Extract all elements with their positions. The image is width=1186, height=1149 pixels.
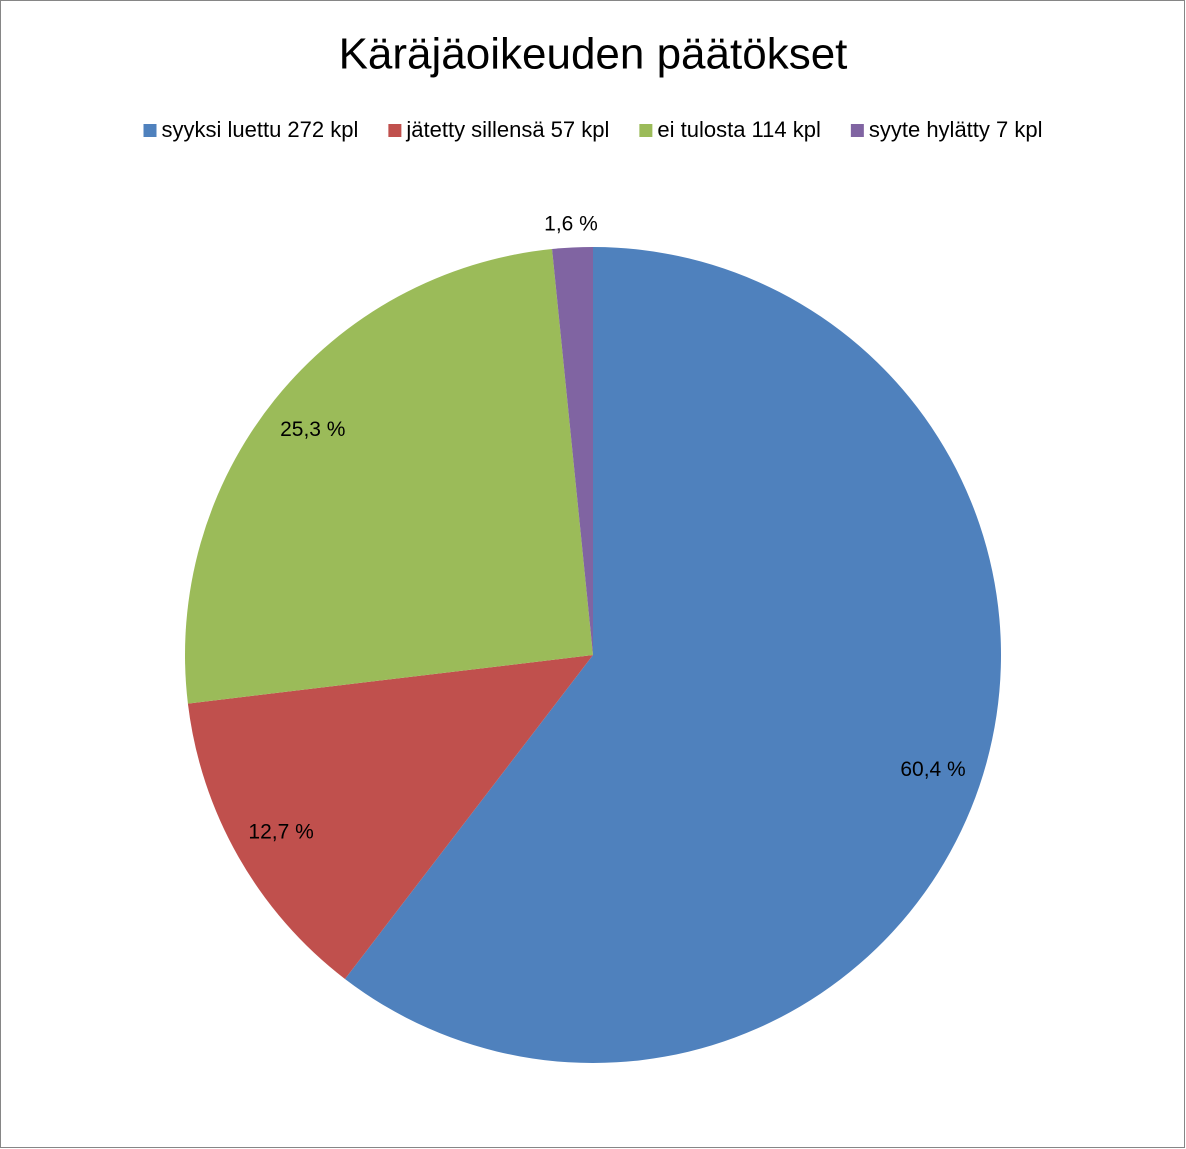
data-label: 12,7 % (248, 820, 313, 843)
data-label: 1,6 % (544, 213, 598, 236)
pie-slice (185, 249, 593, 704)
legend-label: jätetty sillensä 57 kpl (405, 117, 609, 142)
data-label: 60,4 % (900, 758, 965, 781)
chart-title: Käräjäoikeuden päätökset (339, 30, 848, 79)
legend-marker (143, 124, 157, 137)
legend-marker (388, 124, 402, 137)
legend-marker (850, 124, 864, 137)
pie-slice (187, 655, 593, 979)
data-label: 25,3 % (280, 418, 345, 441)
legend: syyksi luettu 272 kpl jätetty sillensä 57… (143, 117, 1043, 142)
pie-slice (552, 247, 593, 655)
legend-marker (639, 124, 653, 137)
pie-slice (344, 247, 1002, 1063)
pie: 60,4 % 12,7 % 25,3 % 1,6 % (185, 213, 1002, 1063)
legend-label: ei tulosta 114 kpl (657, 117, 820, 142)
legend-label: syyksi luettu 272 kpl (162, 117, 359, 142)
legend-label: syyte hylätty 7 kpl (869, 117, 1043, 142)
